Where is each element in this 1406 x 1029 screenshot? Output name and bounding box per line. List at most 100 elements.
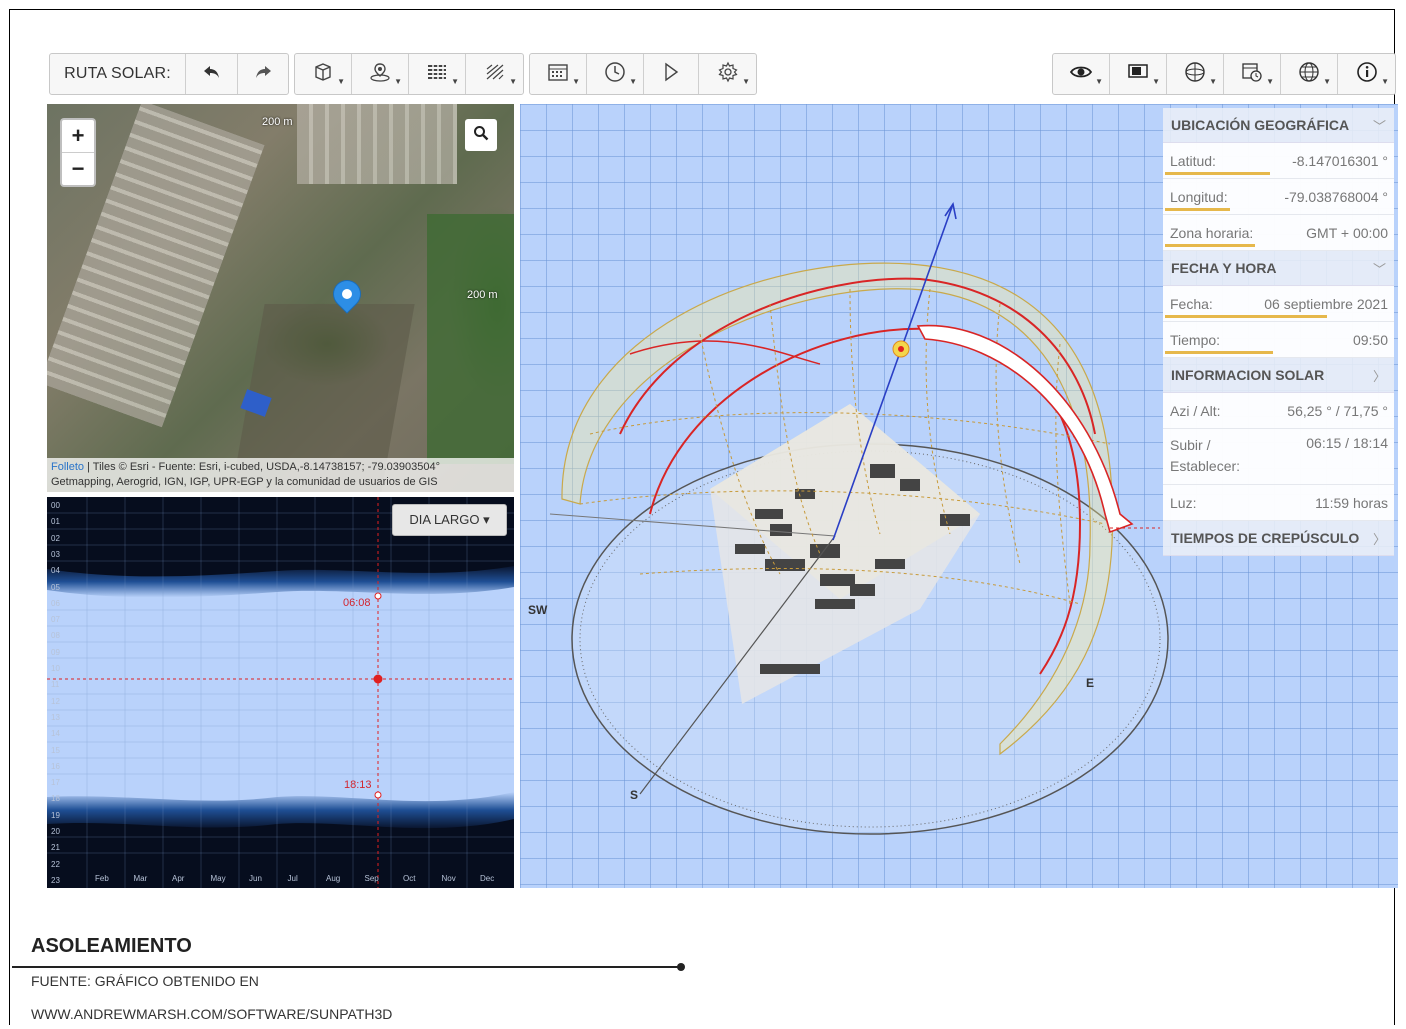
- play-button[interactable]: [644, 54, 699, 94]
- search-icon: [473, 125, 489, 145]
- chevron-down-icon: ﹀: [1372, 261, 1386, 277]
- settings-button[interactable]: ▼: [699, 54, 756, 94]
- draw-button[interactable]: ▼: [466, 54, 523, 94]
- timezone-slider[interactable]: [1165, 244, 1255, 247]
- svg-text:S: S: [630, 788, 638, 802]
- sunrise-sunset-row: Subir / Establecer: 06:15 / 18:14: [1163, 429, 1394, 485]
- caption-source: FUENTE: GRÁFICO OBTENIDO EN: [31, 973, 259, 989]
- location-pin-icon: [369, 62, 391, 87]
- sunset-label: 18:13: [344, 779, 372, 791]
- sunset-marker: [374, 791, 382, 799]
- time-slider[interactable]: [1165, 351, 1273, 354]
- longitude-slider[interactable]: [1165, 208, 1230, 211]
- hour-tick-label: 13: [51, 712, 60, 722]
- hour-tick-label: 16: [51, 761, 60, 771]
- hour-tick-label: 17: [51, 778, 60, 788]
- map-scale-label: 200 m: [262, 116, 293, 128]
- timezone-label: Zona horaria:: [1170, 224, 1254, 241]
- datetime-section-header[interactable]: FECHA Y HORA ﹀: [1163, 251, 1394, 286]
- redo-button[interactable]: [238, 54, 288, 94]
- info-panel: UBICACIÓN GEOGRÁFICA ﹀ Latitud: -8.14701…: [1163, 108, 1394, 556]
- toolbar-group-model: ▼ ▼ ▼ ▼: [294, 53, 524, 95]
- undo-button[interactable]: [186, 54, 238, 94]
- calendar-clock-button[interactable]: ▼: [1224, 54, 1281, 94]
- solar-section-header[interactable]: INFORMACION SOLAR 〉: [1163, 358, 1394, 393]
- zoom-in-button[interactable]: +: [62, 120, 94, 153]
- globe-icon: [1298, 61, 1320, 88]
- attribution-link[interactable]: Folleto: [51, 461, 85, 473]
- hour-tick-label: 02: [51, 533, 60, 543]
- model-button[interactable]: ▼: [295, 54, 352, 94]
- sunpath-3d-canvas: S E SW: [528, 201, 1169, 835]
- satellite-map[interactable]: + − 200 m 200 m Folleto | Tiles © Esri -…: [47, 104, 514, 492]
- chevron-right-icon: 〉: [1372, 531, 1386, 547]
- compass-axis: [639, 535, 836, 795]
- display-icon: [1127, 63, 1149, 86]
- current-time-marker[interactable]: [373, 674, 383, 684]
- calendar-icon: [547, 62, 569, 87]
- sun-path-winter: [629, 340, 821, 365]
- azimuth-arrow: [916, 324, 1134, 534]
- map-search-button[interactable]: [465, 119, 497, 151]
- gear-icon: [717, 61, 739, 88]
- latitude-slider[interactable]: [1165, 172, 1270, 175]
- view-button[interactable]: ▼: [1053, 54, 1110, 94]
- toolbar: RUTA SOLAR: ▼ ▼ ▼ ▼ ▼ ▼ ▼: [49, 53, 1398, 97]
- month-tick-label: Sep: [364, 874, 379, 883]
- day-length-dropdown[interactable]: DIA LARGO ▾: [392, 504, 507, 536]
- latitude-row[interactable]: Latitud: -8.147016301 °: [1163, 143, 1394, 179]
- location-button[interactable]: ▼: [352, 54, 409, 94]
- globe-button[interactable]: ▼: [1281, 54, 1338, 94]
- longitude-value: -79.038768004 °: [1284, 188, 1388, 205]
- location-section-header[interactable]: UBICACIÓN GEOGRÁFICA ﹀: [1163, 108, 1394, 143]
- month-tick-label: Jul: [287, 874, 298, 883]
- time-label: Tiempo:: [1170, 331, 1221, 348]
- caption-divider: [12, 966, 680, 968]
- datetime-section-title: FECHA Y HORA: [1171, 260, 1277, 276]
- hour-tick-label: 11: [51, 680, 60, 690]
- compass-ticks: [579, 450, 1161, 828]
- time-value: 09:50: [1352, 331, 1388, 348]
- hour-lines: [579, 288, 1111, 605]
- daylight-chart-canvas: [47, 497, 514, 888]
- hour-tick-label: 14: [51, 729, 60, 739]
- hour-tick-label: 06: [51, 598, 60, 608]
- clock-icon: [604, 61, 626, 88]
- sphere-button[interactable]: ▼: [1167, 54, 1224, 94]
- calendar-clock-icon: [1241, 61, 1263, 88]
- azimuth-altitude-label: Azi / Alt:: [1170, 402, 1221, 419]
- daylight-chart[interactable]: 00 01 02 03 04 05 06 07 08 09 10 11 12 13 14 15 16 17 18 19…: [47, 497, 514, 888]
- caption-title: ASOLEAMIENTO: [31, 935, 192, 957]
- toolbar-group-title: RUTA SOLAR:: [49, 53, 289, 95]
- twilight-section-header[interactable]: TIEMPOS DE CREPÚSCULO 〉: [1163, 521, 1394, 556]
- map-scale-label: 200 m: [467, 289, 498, 301]
- toolbar-group-time: ▼ ▼ ▼: [529, 53, 757, 95]
- location-section: UBICACIÓN GEOGRÁFICA ﹀ Latitud: -8.14701…: [1163, 108, 1394, 251]
- info-icon: [1356, 61, 1378, 88]
- caption-source-url: WWW.ANDREWMARSH.COM/SOFTWARE/SUNPATH3D: [31, 1006, 393, 1022]
- hour-tick-label: 05: [51, 582, 60, 592]
- draw-icon: [484, 62, 506, 87]
- toolbar-group-view: ▼ ▼ ▼ ▼ ▼ ▼: [1052, 53, 1396, 95]
- sunrise-sunset-label: Subir / Establecer:: [1170, 437, 1241, 474]
- hour-tick-label: 03: [51, 549, 60, 559]
- hour-tick-label: 20: [51, 827, 60, 836]
- month-tick-label: May: [210, 874, 226, 883]
- date-value: 06 septiembre 2021: [1264, 295, 1388, 312]
- calendar-button[interactable]: ▼: [530, 54, 587, 94]
- date-slider[interactable]: [1165, 315, 1327, 318]
- timezone-row[interactable]: Zona horaria: GMT + 00:00: [1163, 215, 1394, 251]
- hour-tick-label: 09: [51, 647, 60, 657]
- zoom-out-button[interactable]: −: [71, 156, 85, 181]
- display-button[interactable]: ▼: [1110, 54, 1167, 94]
- time-row[interactable]: Tiempo: 09:50: [1163, 322, 1394, 358]
- info-button[interactable]: ▼: [1338, 54, 1395, 94]
- month-tick-label: Nov: [441, 874, 456, 883]
- clock-button[interactable]: ▼: [587, 54, 644, 94]
- daylight-band: [47, 582, 514, 807]
- sun-vector: [832, 203, 954, 541]
- sunrise-label: 06:08: [343, 597, 371, 609]
- longitude-row[interactable]: Longitud: -79.038768004 °: [1163, 179, 1394, 215]
- date-row[interactable]: Fecha: 06 septiembre 2021: [1163, 286, 1394, 322]
- grid-button[interactable]: ▼: [409, 54, 466, 94]
